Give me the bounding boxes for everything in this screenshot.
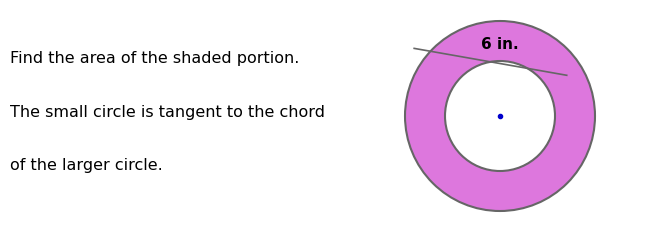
Text: 6 in.: 6 in. bbox=[482, 37, 519, 52]
Text: of the larger circle.: of the larger circle. bbox=[10, 158, 163, 173]
Text: The small circle is tangent to the chord: The small circle is tangent to the chord bbox=[10, 105, 325, 120]
Text: Find the area of the shaded portion.: Find the area of the shaded portion. bbox=[10, 51, 299, 66]
Circle shape bbox=[405, 21, 595, 211]
Circle shape bbox=[445, 61, 555, 171]
